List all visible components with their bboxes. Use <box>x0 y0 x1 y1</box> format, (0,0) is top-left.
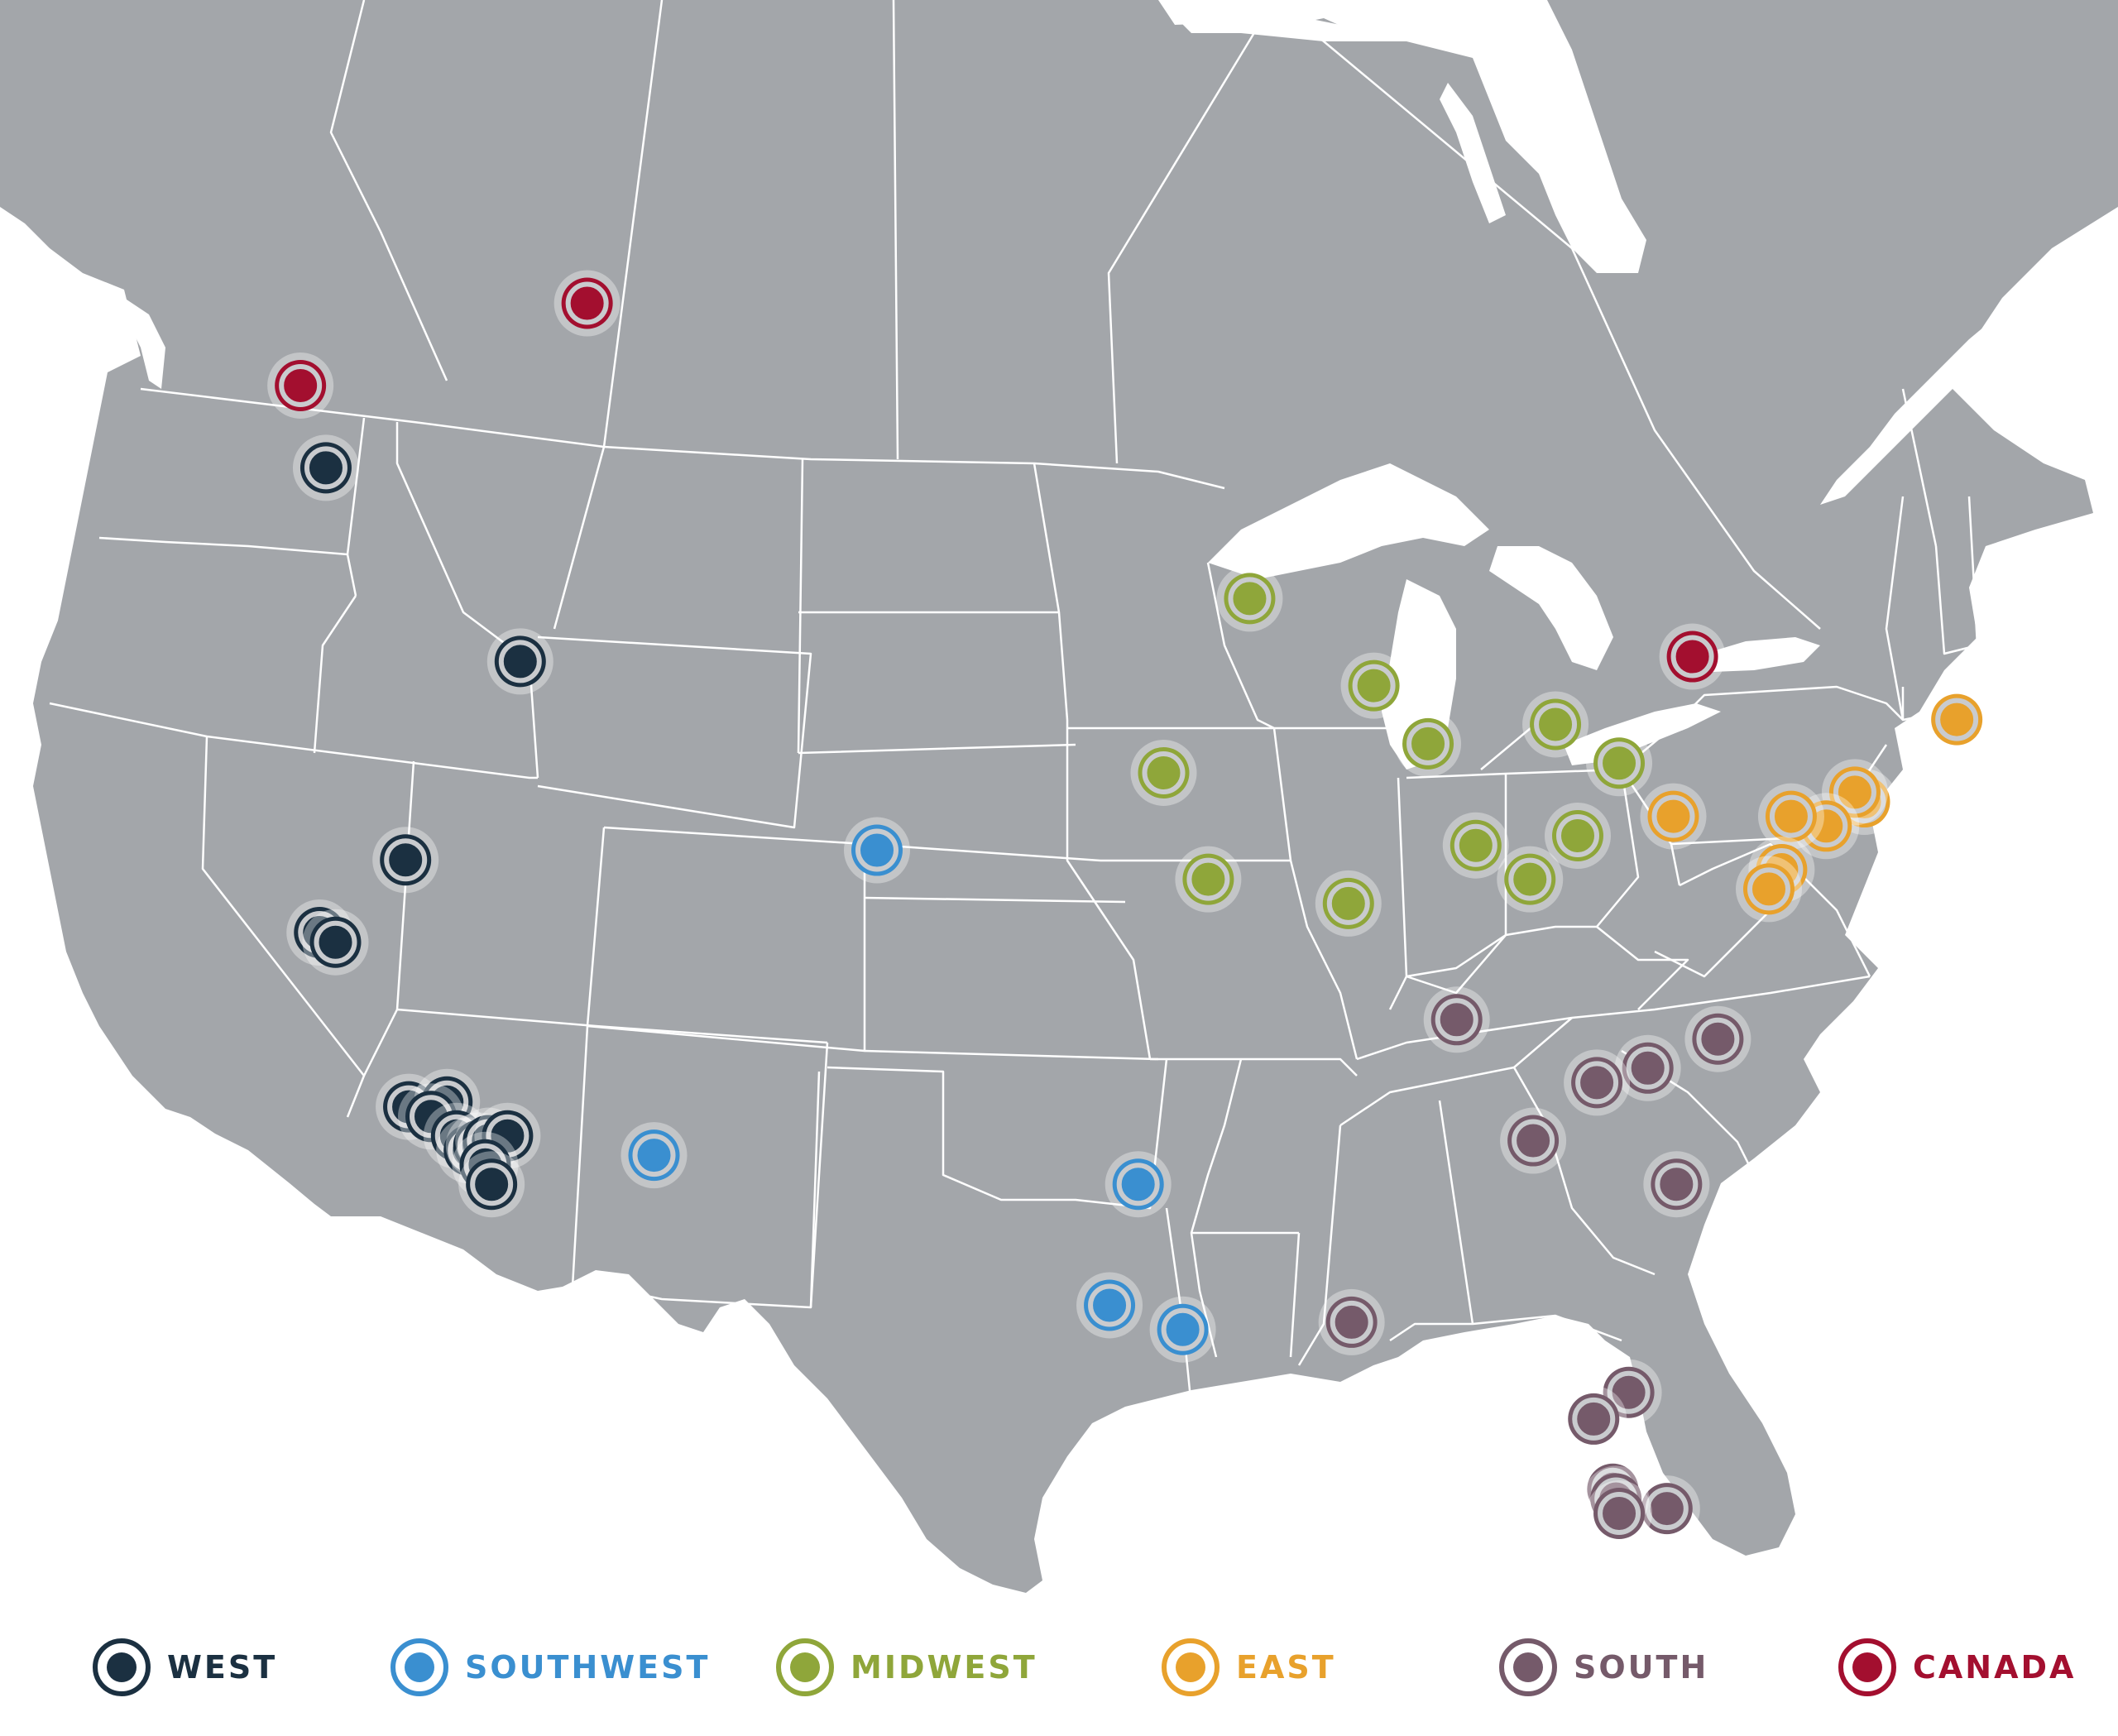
marker-midwest[interactable] <box>1175 846 1242 913</box>
border-gulf-states <box>1190 1058 1622 1358</box>
border-canada-provinces <box>329 0 1938 630</box>
region-map <box>0 0 2118 1593</box>
legend-item-west: WEST <box>91 1622 277 1713</box>
marker-southwest[interactable] <box>844 817 910 884</box>
ring-marker-icon <box>93 1638 151 1696</box>
border-dakotas <box>797 458 1076 755</box>
legend-item-south: SOUTH <box>1497 1622 1708 1713</box>
ring-marker-icon <box>1838 1638 1896 1696</box>
marker-midwest[interactable] <box>1395 710 1462 777</box>
ring-marker-icon <box>391 1638 448 1696</box>
marker-south[interactable] <box>1643 1151 1710 1218</box>
legend-item-canada: CANADA <box>1837 1622 2076 1713</box>
marker-midwest[interactable] <box>1497 846 1564 913</box>
hudson-bay <box>1158 0 1646 273</box>
marker-east[interactable] <box>1736 856 1802 923</box>
marker-west[interactable] <box>302 909 369 976</box>
marker-midwest[interactable] <box>1586 730 1653 797</box>
marker-south[interactable] <box>1318 1288 1385 1355</box>
border-wa-or <box>98 536 348 556</box>
marker-midwest[interactable] <box>1522 691 1589 758</box>
lake-ontario <box>1704 637 1820 672</box>
legend-label-southwest: SOUTHWEST <box>465 1649 711 1686</box>
legend-label-west: WEST <box>167 1649 278 1686</box>
marker-midwest[interactable] <box>1442 812 1509 879</box>
marker-east[interactable] <box>1924 686 1991 753</box>
marker-southwest[interactable] <box>1105 1151 1172 1218</box>
land-north-america <box>0 0 2118 1593</box>
border-mn-ia-mo <box>1066 720 1358 1077</box>
legend-label-midwest: MIDWEST <box>851 1649 1037 1686</box>
border-ky-tn <box>1356 926 1871 1061</box>
marker-midwest[interactable] <box>1216 565 1283 632</box>
marker-south[interactable] <box>1500 1107 1567 1174</box>
marker-midwest[interactable] <box>1315 870 1382 937</box>
lake-huron <box>1489 546 1613 670</box>
marker-south[interactable] <box>1423 986 1490 1053</box>
marker-west[interactable] <box>458 1151 525 1218</box>
marker-midwest[interactable] <box>1340 652 1407 719</box>
marker-west[interactable] <box>292 434 359 501</box>
lake-superior <box>1208 463 1489 579</box>
border-or-ca-nv <box>49 702 538 779</box>
marker-south[interactable] <box>1633 1475 1700 1542</box>
border-az-nm <box>569 1025 829 1316</box>
lake-winnipeg <box>1440 83 1506 223</box>
border-us-canada <box>140 387 1225 490</box>
marker-east[interactable] <box>1821 759 1888 826</box>
border-wa-id <box>346 417 366 597</box>
legend: WEST SOUTHWEST MIDWEST EAST SOUTH <box>0 1622 2118 1713</box>
border-new-england <box>1901 496 1979 720</box>
marker-canada[interactable] <box>553 270 621 337</box>
border-ut-co <box>586 826 866 1053</box>
ring-marker-icon <box>1162 1638 1220 1696</box>
legend-item-southwest: SOUTHWEST <box>389 1622 710 1713</box>
marker-midwest[interactable] <box>1545 803 1611 869</box>
st-lawrence-river <box>1820 248 2118 505</box>
location-markers <box>267 270 1991 1547</box>
legend-label-east: EAST <box>1236 1649 1336 1686</box>
marker-southwest[interactable] <box>1076 1272 1143 1339</box>
marker-south[interactable] <box>1614 1034 1681 1101</box>
legend-label-south: SOUTH <box>1574 1649 1709 1686</box>
ring-marker-icon <box>776 1638 834 1696</box>
marker-south[interactable] <box>1564 1049 1631 1116</box>
marker-south[interactable] <box>1586 1480 1653 1547</box>
border-ne-ks-ok <box>827 842 1168 1210</box>
marker-midwest[interactable] <box>1130 739 1197 806</box>
legend-item-east: EAST <box>1160 1622 1336 1713</box>
marker-east[interactable] <box>1640 783 1707 850</box>
state-borders <box>49 0 1979 1408</box>
land-mass <box>0 0 2118 1593</box>
legend-label-canada: CANADA <box>1913 1649 2077 1686</box>
marker-west[interactable] <box>372 827 439 894</box>
marker-southwest[interactable] <box>1149 1296 1216 1363</box>
ring-marker-icon <box>1499 1638 1557 1696</box>
marker-canada[interactable] <box>1659 623 1726 690</box>
marker-canada[interactable] <box>267 352 334 419</box>
puget-sound <box>124 298 165 389</box>
marker-west[interactable] <box>486 628 553 695</box>
border-nc-sc-ga <box>1297 1017 1756 1366</box>
border-or-id <box>313 595 357 754</box>
marker-south[interactable] <box>1560 1385 1627 1452</box>
legend-item-midwest: MIDWEST <box>774 1622 1037 1713</box>
border-ca-nv <box>201 736 366 1118</box>
marker-south[interactable] <box>1684 1005 1751 1072</box>
marker-southwest[interactable] <box>621 1122 688 1189</box>
marker-east[interactable] <box>1757 783 1824 850</box>
border-id-mt-wy <box>395 422 812 829</box>
